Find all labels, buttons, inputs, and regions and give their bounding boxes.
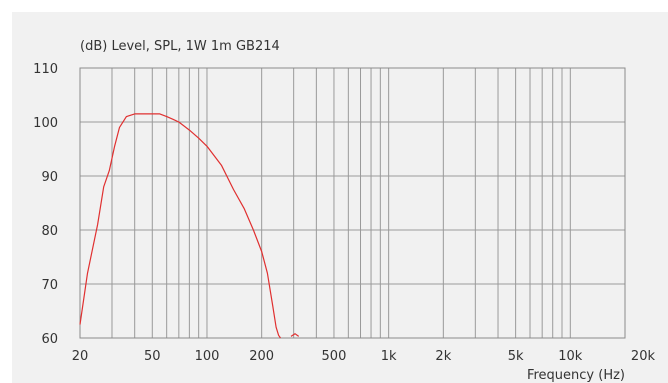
series-lines <box>79 113 300 339</box>
x-tick-label: 5k <box>508 349 524 364</box>
plot-frame <box>79 67 626 339</box>
x-tick-labels: 20 50 100 200 500 1k 2k 5k 10k 20k <box>72 349 656 364</box>
x-tick-label: 200 <box>249 349 274 364</box>
y-tick-label: 60 <box>41 332 58 347</box>
x-tick-label: 20k <box>631 349 656 364</box>
chart-title: (dB) Level, SPL, 1W 1m GB214 <box>80 39 280 54</box>
series-line-2 <box>290 333 300 337</box>
x-tick-label: 10k <box>558 349 583 364</box>
grid <box>80 68 625 338</box>
x-tick-label: 50 <box>144 349 161 364</box>
x-axis-label: Frequency (Hz) <box>527 368 625 383</box>
y-tick-label: 110 <box>33 62 58 77</box>
y-tick-label: 80 <box>41 224 58 239</box>
x-tick-label: 20 <box>72 349 89 364</box>
x-tick-label: 2k <box>435 349 451 364</box>
x-tick-label: 500 <box>322 349 347 364</box>
x-tick-label: 100 <box>195 349 220 364</box>
x-tick-label: 1k <box>381 349 397 364</box>
chart-panel <box>12 12 668 383</box>
y-tick-label: 100 <box>33 116 58 131</box>
y-tick-label: 70 <box>41 278 58 293</box>
y-tick-label: 90 <box>41 170 58 185</box>
y-tick-labels: 60 70 80 90 100 110 <box>33 62 58 347</box>
series-line-1 <box>79 113 281 339</box>
